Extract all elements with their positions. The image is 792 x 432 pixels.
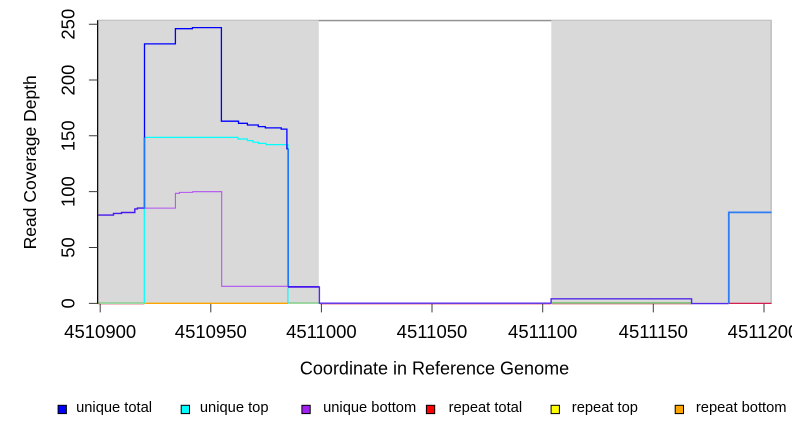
svg-text:unique top: unique top	[200, 400, 269, 416]
svg-text:150: 150	[58, 120, 79, 151]
svg-text:4510950: 4510950	[175, 321, 247, 342]
svg-text:50: 50	[58, 237, 79, 258]
svg-text:100: 100	[58, 176, 79, 207]
svg-text:4510900: 4510900	[64, 321, 136, 342]
svg-text:4511150: 4511150	[619, 321, 688, 342]
svg-text:4511000: 4511000	[286, 321, 357, 342]
svg-text:Read Coverage Depth: Read Coverage Depth	[20, 75, 40, 249]
svg-text:Coordinate in Reference Genome: Coordinate in Reference Genome	[300, 359, 569, 379]
svg-text:250: 250	[58, 9, 79, 40]
svg-text:4511050: 4511050	[397, 321, 468, 342]
svg-text:200: 200	[58, 65, 79, 96]
svg-text:4511100: 4511100	[508, 321, 577, 342]
svg-text:0: 0	[58, 298, 79, 308]
svg-text:repeat top: repeat top	[572, 400, 638, 416]
svg-text:repeat bottom: repeat bottom	[696, 400, 787, 416]
svg-text:repeat total: repeat total	[449, 400, 522, 416]
svg-text:4511200: 4511200	[728, 321, 792, 342]
svg-text:unique bottom: unique bottom	[323, 400, 416, 416]
svg-text:unique total: unique total	[76, 400, 152, 416]
